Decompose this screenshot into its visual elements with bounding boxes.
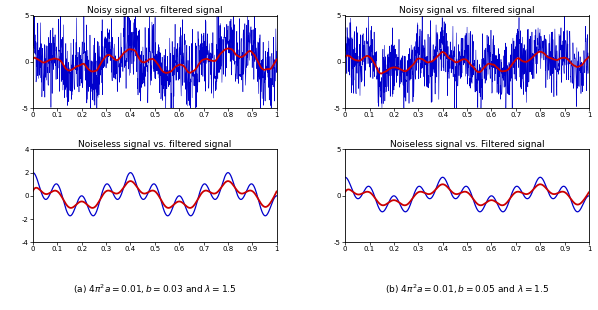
Title: Noisy signal vs. filtered signal: Noisy signal vs. filtered signal [87, 6, 222, 15]
Text: (a) $4\pi^2 a = 0.01, b = 0.03$ and $\lambda = 1.5$: (a) $4\pi^2 a = 0.01, b = 0.03$ and $\la… [73, 283, 237, 296]
Title: Noisy signal vs. filtered signal: Noisy signal vs. filtered signal [399, 6, 535, 15]
Title: Noiseless signal vs. Filtered signal: Noiseless signal vs. Filtered signal [390, 140, 544, 149]
Title: Noiseless signal vs. filtered signal: Noiseless signal vs. filtered signal [78, 140, 231, 149]
Text: (b) $4\pi^2 a = 0.01, b = 0.05$ and $\lambda = 1.5$: (b) $4\pi^2 a = 0.01, b = 0.05$ and $\la… [385, 283, 549, 296]
